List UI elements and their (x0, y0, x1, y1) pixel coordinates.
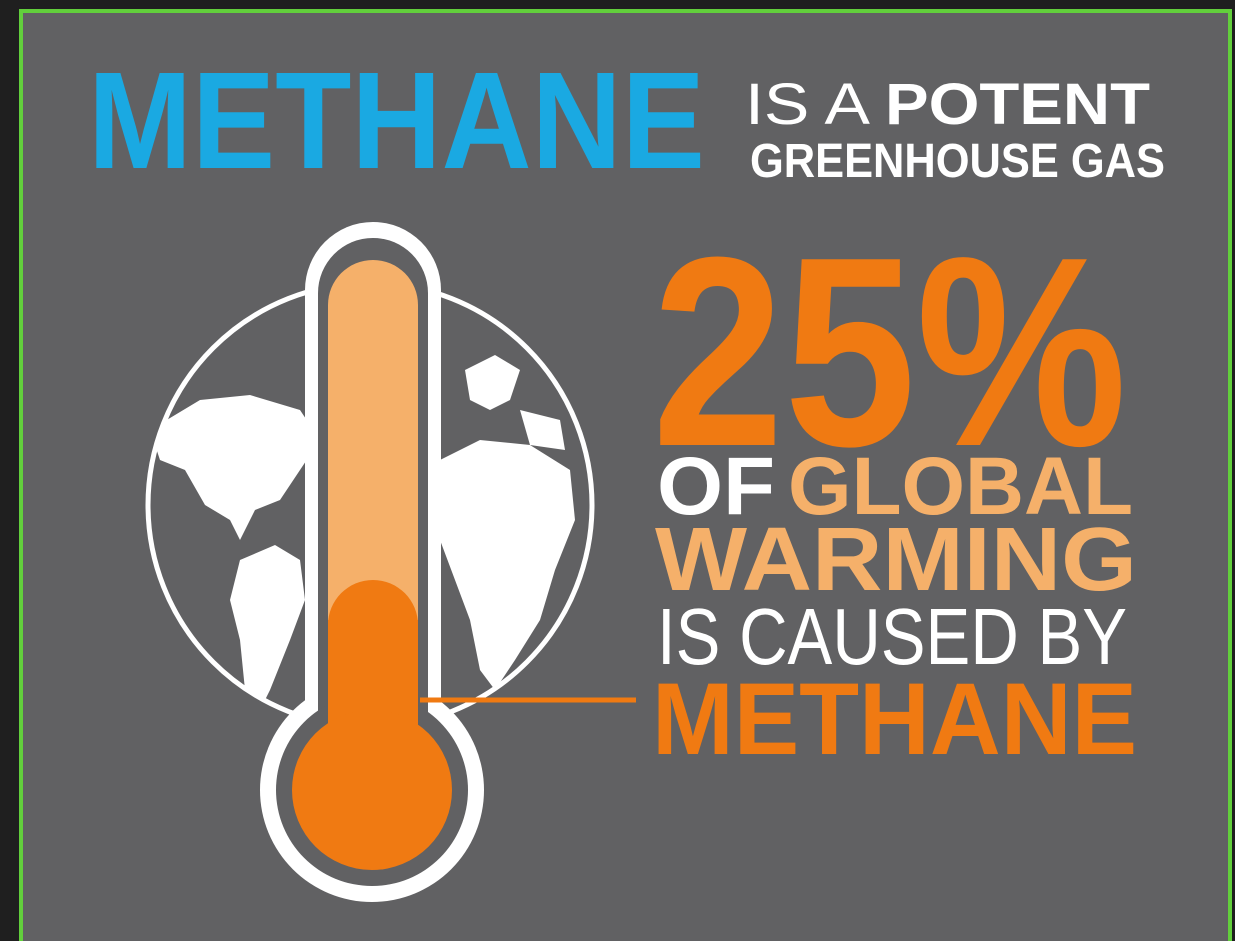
subtitle-emphasis: POTENT (885, 72, 1150, 137)
statistic-line3: IS CAUSED BY (657, 592, 1127, 681)
statistic-line1-prefix: OF (657, 441, 775, 532)
statistic-value: 25% (652, 202, 1127, 503)
subtitle-line2: GREENHOUSE GAS (750, 135, 1165, 188)
statistic-line2: WARMING (655, 510, 1137, 610)
statistic-line4: METHANE (652, 662, 1137, 776)
globe (145, 280, 595, 730)
statistic-line1-emphasis: GLOBAL (788, 441, 1133, 532)
thermometer (260, 222, 636, 902)
subtitle-prefix: IS A (745, 72, 870, 137)
title: METHANE (88, 44, 705, 198)
